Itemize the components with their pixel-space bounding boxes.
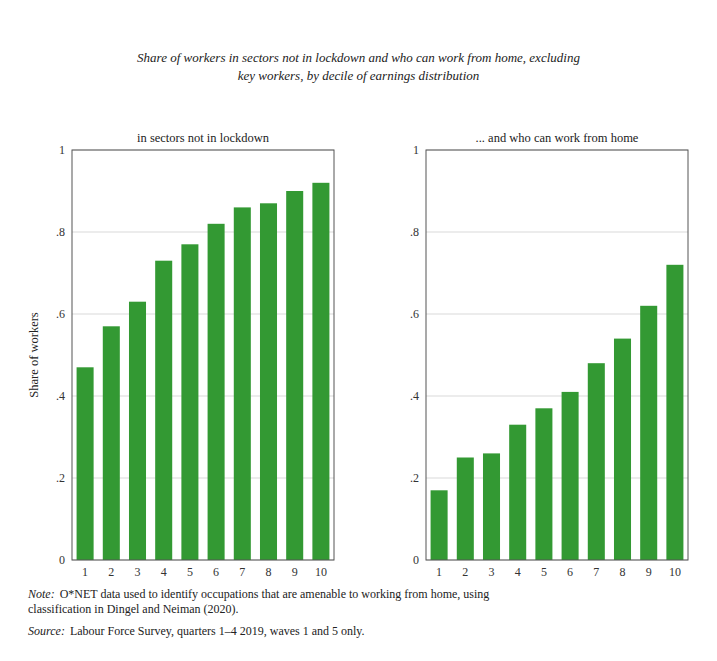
x-tick-label: 2	[462, 565, 468, 579]
annotation-label: Note:	[27, 587, 55, 601]
x-tick-label: 6	[567, 565, 573, 579]
annotation-line: classification in Dingel and Neiman (202…	[28, 602, 239, 616]
bar	[640, 306, 657, 560]
y-tick-label: 1	[59, 143, 65, 157]
x-tick-label: 5	[541, 565, 547, 579]
x-tick-label: 1	[436, 565, 442, 579]
bar	[208, 224, 225, 560]
x-tick-label: 1	[82, 565, 88, 579]
bars	[77, 183, 330, 560]
y-tick-label: 1	[413, 143, 419, 157]
bar	[509, 425, 526, 560]
bar	[457, 458, 474, 561]
x-tick-label: 7	[593, 565, 599, 579]
bar	[77, 367, 94, 560]
x-tick-label: 10	[669, 565, 681, 579]
bar	[155, 261, 172, 560]
main-title-line: key workers, by decile of earnings distr…	[238, 68, 480, 83]
bar	[562, 392, 579, 560]
x-tick-label: 6	[213, 565, 219, 579]
panel: 0 .2 .4 .6 .8 1 1 2 3 4 5 6 7 8 9 10 in sectors not in l…	[27, 131, 334, 579]
x-tick-label: 3	[135, 565, 141, 579]
x-tick-label: 5	[187, 565, 193, 579]
y-tick-label: .2	[410, 471, 419, 485]
panel-title: in sectors not in lockdown	[137, 131, 270, 145]
y-tick-label: .6	[410, 307, 419, 321]
y-axis-label: Share of workers	[27, 312, 41, 398]
x-tick-label: 2	[108, 565, 114, 579]
bar	[260, 203, 277, 560]
y-tick-label: .8	[410, 225, 419, 239]
y-tick-label: .8	[56, 225, 65, 239]
bar	[614, 339, 631, 560]
x-tick-label: 10	[315, 565, 327, 579]
x-tick-label: 4	[161, 565, 167, 579]
x-tick-label: 8	[620, 565, 626, 579]
bar	[666, 265, 683, 560]
annotation-text: O*NET data used to identify occupations …	[28, 587, 489, 616]
figure: Share of workers in sectors not in lockd…	[0, 0, 717, 661]
annotation-line: O*NET data used to identify occupations …	[60, 587, 490, 601]
x-tick-label: 9	[292, 565, 298, 579]
bar	[535, 408, 552, 560]
main-title-line: Share of workers in sectors not in lockd…	[137, 50, 580, 65]
bar	[312, 183, 329, 560]
bar	[181, 244, 198, 560]
y-tick-label: .4	[410, 389, 419, 403]
panel: 0 .2 .4 .6 .8 1 1 2 3 4 5 6 7 8 9 10 ... and who can wor…	[410, 131, 688, 579]
main-title: Share of workers in sectors not in lockd…	[137, 50, 580, 83]
bar	[286, 191, 303, 560]
bar	[483, 453, 500, 560]
y-tick-label: 0	[413, 553, 419, 567]
x-tick-label: 9	[646, 565, 652, 579]
plot-frame	[426, 150, 688, 560]
y-tick-label: .4	[56, 389, 65, 403]
x-tick-label: 8	[266, 565, 272, 579]
bar	[234, 207, 251, 560]
annotation-label: Source:	[28, 624, 65, 638]
plot-frame	[72, 150, 334, 560]
y-tick-label: 0	[59, 553, 65, 567]
bar	[588, 363, 605, 560]
bar	[431, 490, 448, 560]
x-tick-label: 4	[515, 565, 521, 579]
y-tick-label: .2	[56, 471, 65, 485]
x-tick-label: 7	[239, 565, 245, 579]
x-tick-label: 3	[489, 565, 495, 579]
grid-line	[426, 232, 688, 233]
annotation-text: Labour Force Survey, quarters 1–4 2019, …	[70, 624, 365, 638]
panel-title: ... and who can work from home	[476, 131, 639, 145]
bar	[103, 326, 120, 560]
y-tick-label: .6	[56, 307, 65, 321]
bars	[431, 265, 684, 560]
annotation-line: Labour Force Survey, quarters 1–4 2019, …	[70, 624, 365, 638]
bar	[129, 302, 146, 560]
